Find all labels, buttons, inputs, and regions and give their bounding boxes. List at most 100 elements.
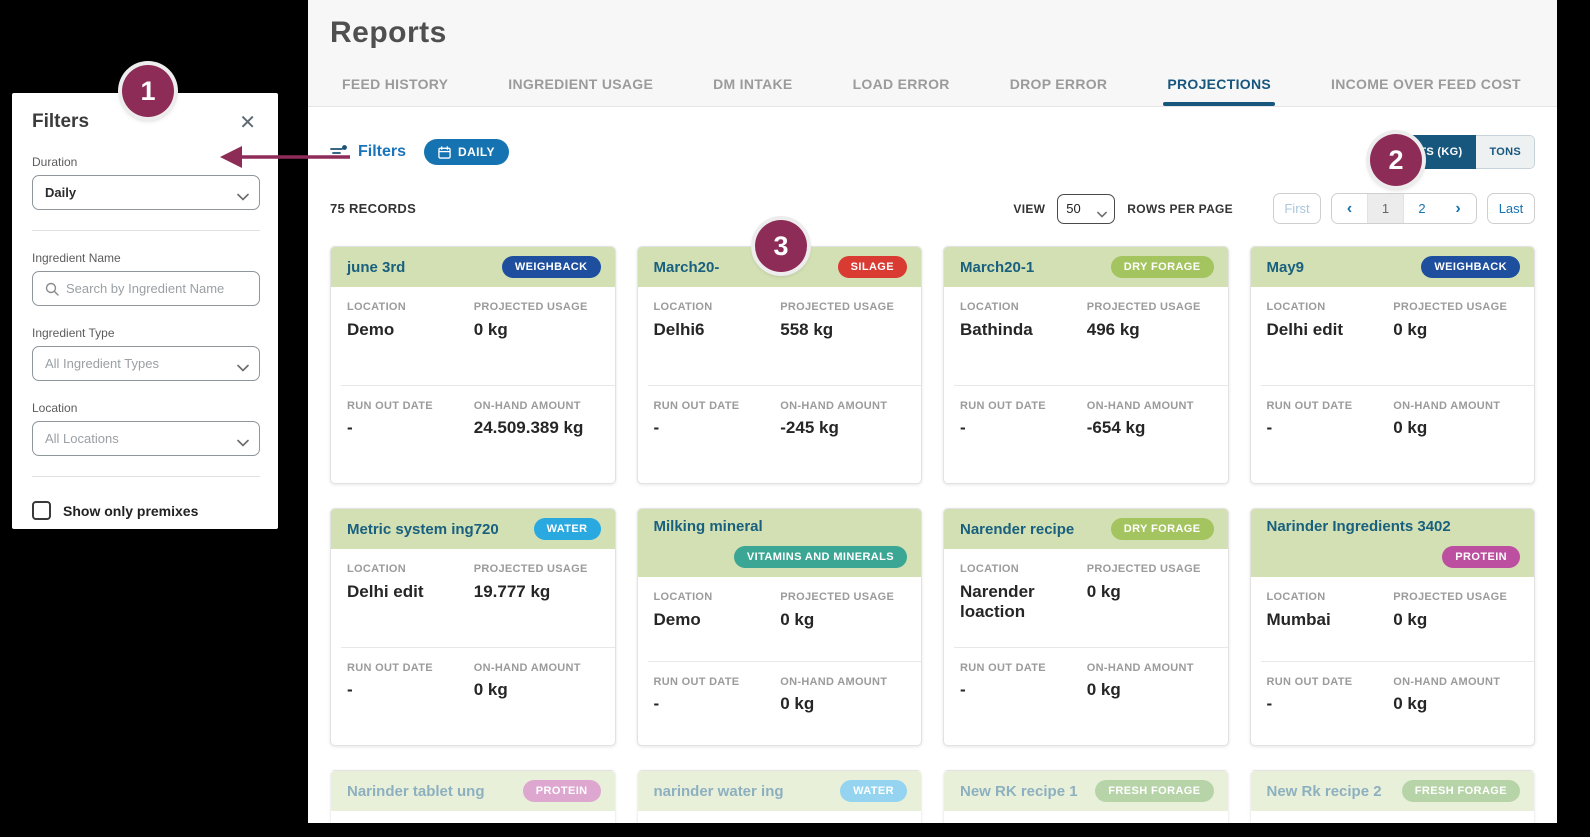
run-out-date-value: - [653, 694, 660, 714]
page-button-1[interactable]: 1 [1368, 194, 1404, 223]
location-value: Narender loaction [960, 581, 1035, 622]
content-header: Reports FEED HISTORY INGREDIENT USAGE DM I… [308, 0, 1557, 107]
ingredient-card[interactable]: May9 WEIGHBACK LOCATION Delhi edit PROJE… [1249, 246, 1535, 484]
page-button-2[interactable]: 2 [1418, 201, 1426, 216]
tons-button[interactable]: TONS [1476, 135, 1535, 169]
first-page-button[interactable]: First [1273, 193, 1321, 224]
ingredient-card[interactable]: March20- SILAGE LOCATION Delhi6 PROJECTE… [636, 246, 922, 484]
filters-link-label: Filters [358, 143, 407, 160]
rows-per-page-select[interactable]: 50 [1057, 193, 1116, 224]
on-hand-amount-label: ON-HAND AMOUNT [1393, 399, 1501, 412]
projected-usage-label: PROJECTED USAGE [1393, 591, 1508, 603]
tab-drop-error[interactable]: DROP ERROR [1009, 76, 1108, 92]
ingredient-card[interactable]: New RK recipe 1 FRESH FORAGE LOCATION PR… [943, 770, 1229, 823]
card-header: Narinder Ingredients 3402 PROTEIN [1250, 509, 1534, 577]
next-page-button[interactable]: › [1455, 199, 1461, 217]
projected-usage-label: PROJECTED USAGE [473, 563, 588, 575]
on-hand-amount-label: ON-HAND AMOUNT [1086, 399, 1194, 412]
card-header: Milking mineral VITAMINS AND MINERALS [637, 509, 921, 577]
projected-usage-value: 19.777 kg [473, 581, 551, 601]
duration-label: Duration [32, 155, 78, 169]
tab-ingredient-usage[interactable]: INGREDIENT USAGE [508, 76, 654, 92]
on-hand-amount-label: ON-HAND AMOUNT [1086, 661, 1194, 674]
card-body: LOCATION Demo PROJECTED USAGE 0 kg RUN O… [331, 287, 615, 483]
ingredient-type-select[interactable]: All Ingredient Types [32, 346, 260, 381]
card-title: March20- [653, 258, 720, 276]
card-body: LOCATION Delhi edit PROJECTED USAGE 19.7… [331, 549, 615, 745]
annotation-badge-3: 3 [755, 220, 807, 272]
projected-usage-value: 0 kg [780, 609, 815, 629]
run-out-date-label: RUN OUT DATE [960, 661, 1046, 674]
tab-income-over-feed-cost[interactable]: INCOME OVER FEED COST [1331, 76, 1521, 92]
ingredient-type-badge: SILAGE [837, 256, 907, 278]
ingredient-type-value: All Ingredient Types [45, 356, 159, 371]
run-out-date-label: RUN OUT DATE [1266, 675, 1353, 688]
on-hand-amount-value: 0 kg [473, 680, 508, 700]
card-body: LOCATION PROJECTED USAGE RUN OUT DATE ON… [944, 811, 1228, 823]
divider [647, 384, 921, 386]
ingredient-type-badge: PROTEIN [522, 780, 601, 802]
ingredient-card[interactable]: March20-1 DRY FORAGE LOCATION Bathinda P… [943, 246, 1229, 484]
card-header: New RK recipe 1 FRESH FORAGE [944, 771, 1228, 811]
divider [341, 384, 615, 386]
rows-per-page-label: ROWS PER PAGE [1127, 201, 1233, 216]
show-only-premixes-checkbox[interactable] [32, 501, 51, 520]
projected-usage-value: 558 kg [780, 319, 834, 339]
card-body: LOCATION Narender loaction PROJECTED USA… [944, 549, 1228, 745]
tab-feed-history[interactable]: FEED HISTORY [342, 76, 449, 92]
card-header: Narender recipe DRY FORAGE [944, 509, 1228, 549]
run-out-date-label: RUN OUT DATE [653, 675, 740, 688]
card-header: Narinder tablet ung PROTEIN [331, 771, 615, 811]
card-title: New Rk recipe 2 [1266, 782, 1382, 800]
location-select[interactable]: All Locations [32, 421, 260, 456]
run-out-date-label: RUN OUT DATE [960, 399, 1046, 412]
run-out-date-label: RUN OUT DATE [1266, 399, 1353, 412]
annotation-arrow [220, 146, 350, 168]
tab-projections[interactable]: PROJECTIONS [1137, 76, 1301, 106]
prev-page-button[interactable]: ‹ [1332, 194, 1368, 223]
duration-select[interactable]: Daily [32, 175, 260, 210]
on-hand-amount-value: -654 kg [1086, 418, 1146, 438]
location-label: LOCATION [960, 563, 1020, 575]
ingredient-card[interactable]: Narinder Ingredients 3402 PROTEIN LOCATI… [1249, 508, 1535, 746]
run-out-date-value: - [1266, 694, 1273, 714]
on-hand-amount-value: 24.509.389 kg [473, 418, 584, 438]
rows-per-page-value: 50 [1066, 201, 1081, 216]
tab-dm-intake[interactable]: DM INTAKE [713, 76, 793, 92]
run-out-date-label: RUN OUT DATE [347, 661, 433, 674]
close-icon[interactable]: ✕ [239, 112, 256, 134]
divider [1260, 660, 1534, 662]
daily-filter-pill[interactable]: DAILY [424, 139, 509, 165]
projected-usage-value: 496 kg [1086, 319, 1140, 339]
run-out-date-value: - [653, 418, 660, 438]
on-hand-amount-label: ON-HAND AMOUNT [780, 675, 888, 688]
view-label: VIEW [1013, 201, 1046, 216]
ingredient-card[interactable]: Narinder tablet ung PROTEIN LOCATION PRO… [330, 770, 616, 823]
show-only-premixes-label: Show only premixes [63, 502, 199, 519]
location-label: LOCATION [347, 563, 407, 575]
projected-usage-value: 0 kg [1393, 319, 1428, 339]
ingredient-card[interactable]: Metric system ing720 WATER LOCATION Delh… [330, 508, 616, 746]
ingredient-card[interactable]: Milking mineral VITAMINS AND MINERALS LO… [636, 508, 922, 746]
last-page-button[interactable]: Last [1487, 193, 1535, 224]
card-title: March20-1 [960, 258, 1035, 276]
ingredient-card[interactable]: Narender recipe DRY FORAGE LOCATION Nare… [943, 508, 1229, 746]
on-hand-amount-label: ON-HAND AMOUNT [473, 661, 581, 674]
location-label: LOCATION [653, 301, 713, 313]
annotation-badge-2: 2 [1370, 134, 1422, 186]
search-input[interactable] [66, 281, 247, 296]
ingredient-name-search[interactable] [32, 271, 260, 306]
card-title: narinder water ing [653, 782, 784, 800]
run-out-date-value: - [347, 680, 353, 700]
ingredient-type-badge: WEIGHBACK [501, 256, 601, 278]
card-title: New RK recipe 1 [960, 782, 1078, 800]
on-hand-amount-label: ON-HAND AMOUNT [473, 399, 581, 412]
ingredient-cards-grid: june 3rd WEIGHBACK LOCATION Demo PROJECT… [330, 246, 1535, 823]
ingredient-card[interactable]: New Rk recipe 2 FRESH FORAGE LOCATION PR… [1249, 770, 1535, 823]
location-value: Mumbai [1266, 609, 1331, 629]
ingredient-card[interactable]: june 3rd WEIGHBACK LOCATION Demo PROJECT… [330, 246, 616, 484]
ingredient-card[interactable]: narinder water ing WATER LOCATION PROJEC… [636, 770, 922, 823]
ingredient-type-badge: VITAMINS AND MINERALS [733, 546, 907, 568]
ingredient-name-label: Ingredient Name [32, 251, 121, 265]
tab-load-error[interactable]: LOAD ERROR [852, 76, 950, 92]
